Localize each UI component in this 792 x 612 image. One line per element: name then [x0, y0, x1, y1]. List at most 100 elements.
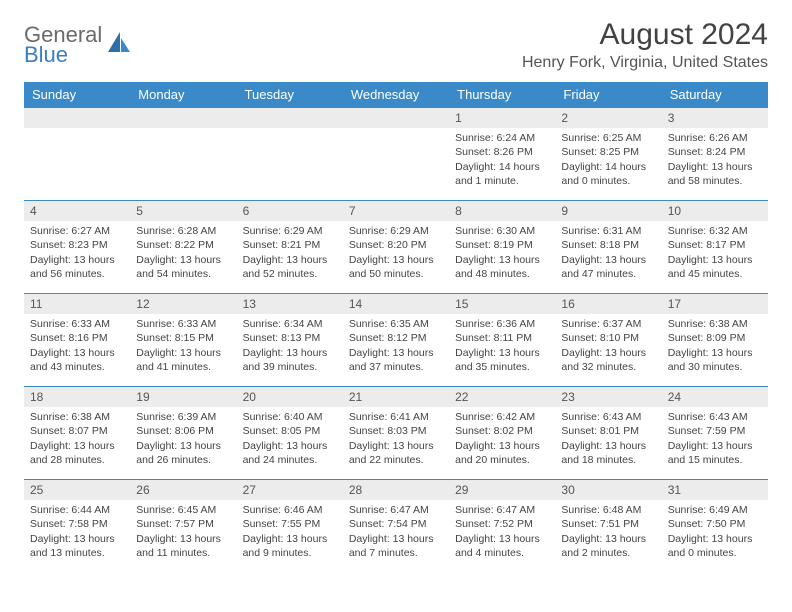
- day-number: 8: [449, 201, 555, 221]
- day-number: 18: [24, 387, 130, 407]
- sunrise-text: Sunrise: 6:43 AM: [668, 410, 762, 424]
- sunrise-text: Sunrise: 6:37 AM: [561, 317, 655, 331]
- day-cell: 31Sunrise: 6:49 AMSunset: 7:50 PMDayligh…: [662, 480, 768, 573]
- sunset-text: Sunset: 8:21 PM: [243, 238, 337, 252]
- sunrise-text: Sunrise: 6:41 AM: [349, 410, 443, 424]
- day-header: Thursday: [449, 82, 555, 108]
- day-cell: 7Sunrise: 6:29 AMSunset: 8:20 PMDaylight…: [343, 201, 449, 294]
- sunset-text: Sunset: 7:57 PM: [136, 517, 230, 531]
- daylight-text: Daylight: 13 hours and 30 minutes.: [668, 346, 762, 374]
- sunset-text: Sunset: 8:26 PM: [455, 145, 549, 159]
- day-number: 20: [237, 387, 343, 407]
- daylight-text: Daylight: 13 hours and 48 minutes.: [455, 253, 549, 281]
- sunset-text: Sunset: 8:25 PM: [561, 145, 655, 159]
- day-number: 9: [555, 201, 661, 221]
- day-number: 6: [237, 201, 343, 221]
- week-row: 4Sunrise: 6:27 AMSunset: 8:23 PMDaylight…: [24, 201, 768, 294]
- daylight-text: Daylight: 14 hours and 1 minute.: [455, 160, 549, 188]
- day-cell: 20Sunrise: 6:40 AMSunset: 8:05 PMDayligh…: [237, 387, 343, 480]
- month-title: August 2024: [522, 18, 768, 52]
- daylight-text: Daylight: 13 hours and 4 minutes.: [455, 532, 549, 560]
- sunset-text: Sunset: 8:18 PM: [561, 238, 655, 252]
- sunset-text: Sunset: 7:55 PM: [243, 517, 337, 531]
- day-cell: 11Sunrise: 6:33 AMSunset: 8:16 PMDayligh…: [24, 294, 130, 387]
- sunset-text: Sunset: 8:15 PM: [136, 331, 230, 345]
- sunset-text: Sunset: 7:54 PM: [349, 517, 443, 531]
- sunset-text: Sunset: 7:52 PM: [455, 517, 549, 531]
- day-number: 25: [24, 480, 130, 500]
- day-number: 26: [130, 480, 236, 500]
- daylight-text: Daylight: 13 hours and 9 minutes.: [243, 532, 337, 560]
- daylight-text: Daylight: 13 hours and 15 minutes.: [668, 439, 762, 467]
- sunset-text: Sunset: 8:23 PM: [30, 238, 124, 252]
- day-header: Sunday: [24, 82, 130, 108]
- daylight-text: Daylight: 13 hours and 45 minutes.: [668, 253, 762, 281]
- day-cell: 26Sunrise: 6:45 AMSunset: 7:57 PMDayligh…: [130, 480, 236, 573]
- day-number: [343, 108, 449, 128]
- sunset-text: Sunset: 8:24 PM: [668, 145, 762, 159]
- sunrise-text: Sunrise: 6:47 AM: [349, 503, 443, 517]
- day-cell: [24, 108, 130, 201]
- day-header-row: SundayMondayTuesdayWednesdayThursdayFrid…: [24, 82, 768, 108]
- daylight-text: Daylight: 13 hours and 2 minutes.: [561, 532, 655, 560]
- day-cell: 3 Sunrise: 6:26 AMSunset: 8:24 PMDaylight…: [662, 108, 768, 201]
- sunrise-text: Sunrise: 6:24 AM: [455, 131, 549, 145]
- day-cell: 1 Sunrise: 6:24 AMSunset: 8:26 PMDaylight…: [449, 108, 555, 201]
- day-cell: 21Sunrise: 6:41 AMSunset: 8:03 PMDayligh…: [343, 387, 449, 480]
- sunrise-text: Sunrise: 6:30 AM: [455, 224, 549, 238]
- daylight-text: Daylight: 13 hours and 58 minutes.: [668, 160, 762, 188]
- day-cell: 10Sunrise: 6:32 AMSunset: 8:17 PMDayligh…: [662, 201, 768, 294]
- daylight-text: Daylight: 13 hours and 52 minutes.: [243, 253, 337, 281]
- sunset-text: Sunset: 8:20 PM: [349, 238, 443, 252]
- day-header: Friday: [555, 82, 661, 108]
- day-number: 12: [130, 294, 236, 314]
- sunset-text: Sunset: 8:10 PM: [561, 331, 655, 345]
- day-cell: 13Sunrise: 6:34 AMSunset: 8:13 PMDayligh…: [237, 294, 343, 387]
- sunrise-text: Sunrise: 6:33 AM: [136, 317, 230, 331]
- sunset-text: Sunset: 8:02 PM: [455, 424, 549, 438]
- day-number: 1: [449, 108, 555, 128]
- sunrise-text: Sunrise: 6:26 AM: [668, 131, 762, 145]
- week-row: 1Sunrise: 6:24 AMSunset: 8:26 PMDaylight…: [24, 108, 768, 201]
- sunset-text: Sunset: 7:58 PM: [30, 517, 124, 531]
- day-cell: 17Sunrise: 6:38 AMSunset: 8:09 PMDayligh…: [662, 294, 768, 387]
- day-number: 22: [449, 387, 555, 407]
- day-cell: 25Sunrise: 6:44 AMSunset: 7:58 PMDayligh…: [24, 480, 130, 573]
- day-number: [24, 108, 130, 128]
- day-cell: 14Sunrise: 6:35 AMSunset: 8:12 PMDayligh…: [343, 294, 449, 387]
- daylight-text: Daylight: 13 hours and 13 minutes.: [30, 532, 124, 560]
- sunrise-text: Sunrise: 6:31 AM: [561, 224, 655, 238]
- day-number: 19: [130, 387, 236, 407]
- day-header: Tuesday: [237, 82, 343, 108]
- day-cell: 9Sunrise: 6:31 AMSunset: 8:18 PMDaylight…: [555, 201, 661, 294]
- sunrise-text: Sunrise: 6:46 AM: [243, 503, 337, 517]
- day-number: 28: [343, 480, 449, 500]
- sunset-text: Sunset: 8:13 PM: [243, 331, 337, 345]
- day-number: 3: [662, 108, 768, 128]
- daylight-text: Daylight: 13 hours and 35 minutes.: [455, 346, 549, 374]
- day-header: Monday: [130, 82, 236, 108]
- day-cell: [343, 108, 449, 201]
- calendar-table: SundayMondayTuesdayWednesdayThursdayFrid…: [24, 82, 768, 572]
- sunset-text: Sunset: 8:19 PM: [455, 238, 549, 252]
- day-cell: 29Sunrise: 6:47 AMSunset: 7:52 PMDayligh…: [449, 480, 555, 573]
- sunrise-text: Sunrise: 6:49 AM: [668, 503, 762, 517]
- daylight-text: Daylight: 13 hours and 18 minutes.: [561, 439, 655, 467]
- sunset-text: Sunset: 8:12 PM: [349, 331, 443, 345]
- day-cell: [130, 108, 236, 201]
- day-number: 23: [555, 387, 661, 407]
- day-cell: 24Sunrise: 6:43 AMSunset: 7:59 PMDayligh…: [662, 387, 768, 480]
- sunset-text: Sunset: 7:59 PM: [668, 424, 762, 438]
- sunrise-text: Sunrise: 6:43 AM: [561, 410, 655, 424]
- daylight-text: Daylight: 13 hours and 20 minutes.: [455, 439, 549, 467]
- day-cell: [237, 108, 343, 201]
- sunset-text: Sunset: 7:51 PM: [561, 517, 655, 531]
- daylight-text: Daylight: 13 hours and 28 minutes.: [30, 439, 124, 467]
- day-number: 14: [343, 294, 449, 314]
- sunrise-text: Sunrise: 6:45 AM: [136, 503, 230, 517]
- day-cell: 19Sunrise: 6:39 AMSunset: 8:06 PMDayligh…: [130, 387, 236, 480]
- daylight-text: Daylight: 13 hours and 22 minutes.: [349, 439, 443, 467]
- sunrise-text: Sunrise: 6:28 AM: [136, 224, 230, 238]
- sunrise-text: Sunrise: 6:35 AM: [349, 317, 443, 331]
- day-number: 27: [237, 480, 343, 500]
